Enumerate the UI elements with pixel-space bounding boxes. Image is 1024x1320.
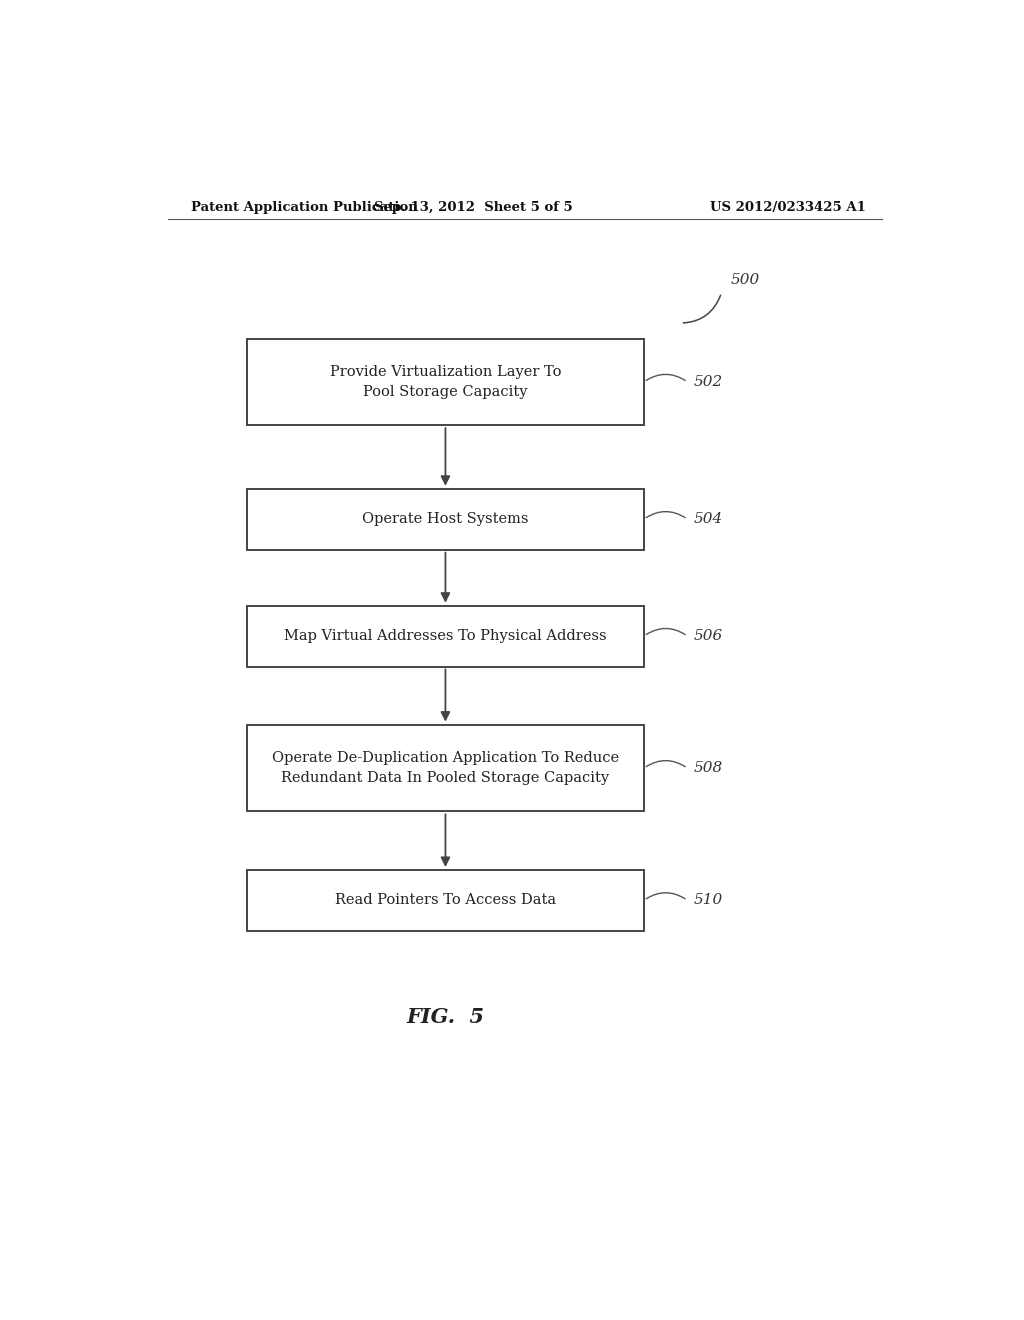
- FancyBboxPatch shape: [247, 339, 644, 425]
- FancyArrowPatch shape: [646, 892, 685, 899]
- Text: Sep. 13, 2012  Sheet 5 of 5: Sep. 13, 2012 Sheet 5 of 5: [374, 201, 572, 214]
- FancyBboxPatch shape: [247, 870, 644, 931]
- Text: 502: 502: [694, 375, 723, 389]
- Text: Read Pointers To Access Data: Read Pointers To Access Data: [335, 894, 556, 907]
- Text: US 2012/0233425 A1: US 2012/0233425 A1: [711, 201, 866, 214]
- FancyBboxPatch shape: [247, 725, 644, 812]
- FancyArrowPatch shape: [646, 628, 685, 635]
- FancyBboxPatch shape: [247, 488, 644, 549]
- Text: FIG.  5: FIG. 5: [407, 1007, 484, 1027]
- Text: Provide Virtualization Layer To
Pool Storage Capacity: Provide Virtualization Layer To Pool Sto…: [330, 366, 561, 399]
- Text: 504: 504: [694, 512, 723, 527]
- FancyBboxPatch shape: [247, 606, 644, 667]
- Text: Operate De-Duplication Application To Reduce
Redundant Data In Pooled Storage Ca: Operate De-Duplication Application To Re…: [272, 751, 618, 785]
- Text: Patent Application Publication: Patent Application Publication: [191, 201, 418, 214]
- FancyArrowPatch shape: [646, 760, 685, 767]
- Text: Map Virtual Addresses To Physical Address: Map Virtual Addresses To Physical Addres…: [284, 630, 607, 643]
- Text: 500: 500: [731, 273, 761, 288]
- Text: 508: 508: [694, 762, 723, 775]
- FancyArrowPatch shape: [646, 512, 685, 517]
- Text: Operate Host Systems: Operate Host Systems: [362, 512, 528, 527]
- Text: 506: 506: [694, 630, 723, 643]
- FancyArrowPatch shape: [646, 375, 685, 380]
- FancyArrowPatch shape: [684, 296, 721, 323]
- Text: 510: 510: [694, 894, 723, 907]
